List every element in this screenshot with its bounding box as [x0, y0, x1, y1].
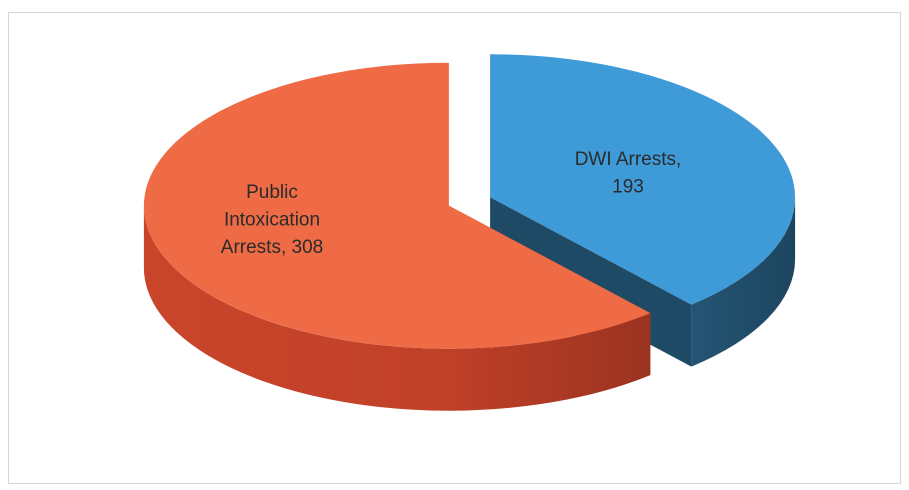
- pie-slice: [490, 54, 796, 305]
- pie-slice: [143, 62, 651, 349]
- pie-data-labels: DWI Arrests, 193 Public Intoxication Arrests…: [221, 149, 682, 258]
- data-label-line: DWI Arrests,: [575, 149, 682, 170]
- slice-wall: [143, 205, 651, 411]
- data-label: Public Intoxication Arrests, 308: [221, 182, 323, 258]
- data-label: DWI Arrests, 193: [575, 149, 682, 198]
- data-label-line: Public: [246, 182, 298, 203]
- data-label-line: Arrests, 308: [221, 237, 323, 258]
- slice-wall: [691, 197, 796, 367]
- pie-slices: [143, 54, 796, 411]
- data-label-line: 193: [612, 177, 644, 198]
- data-label-line: Intoxication: [224, 210, 320, 231]
